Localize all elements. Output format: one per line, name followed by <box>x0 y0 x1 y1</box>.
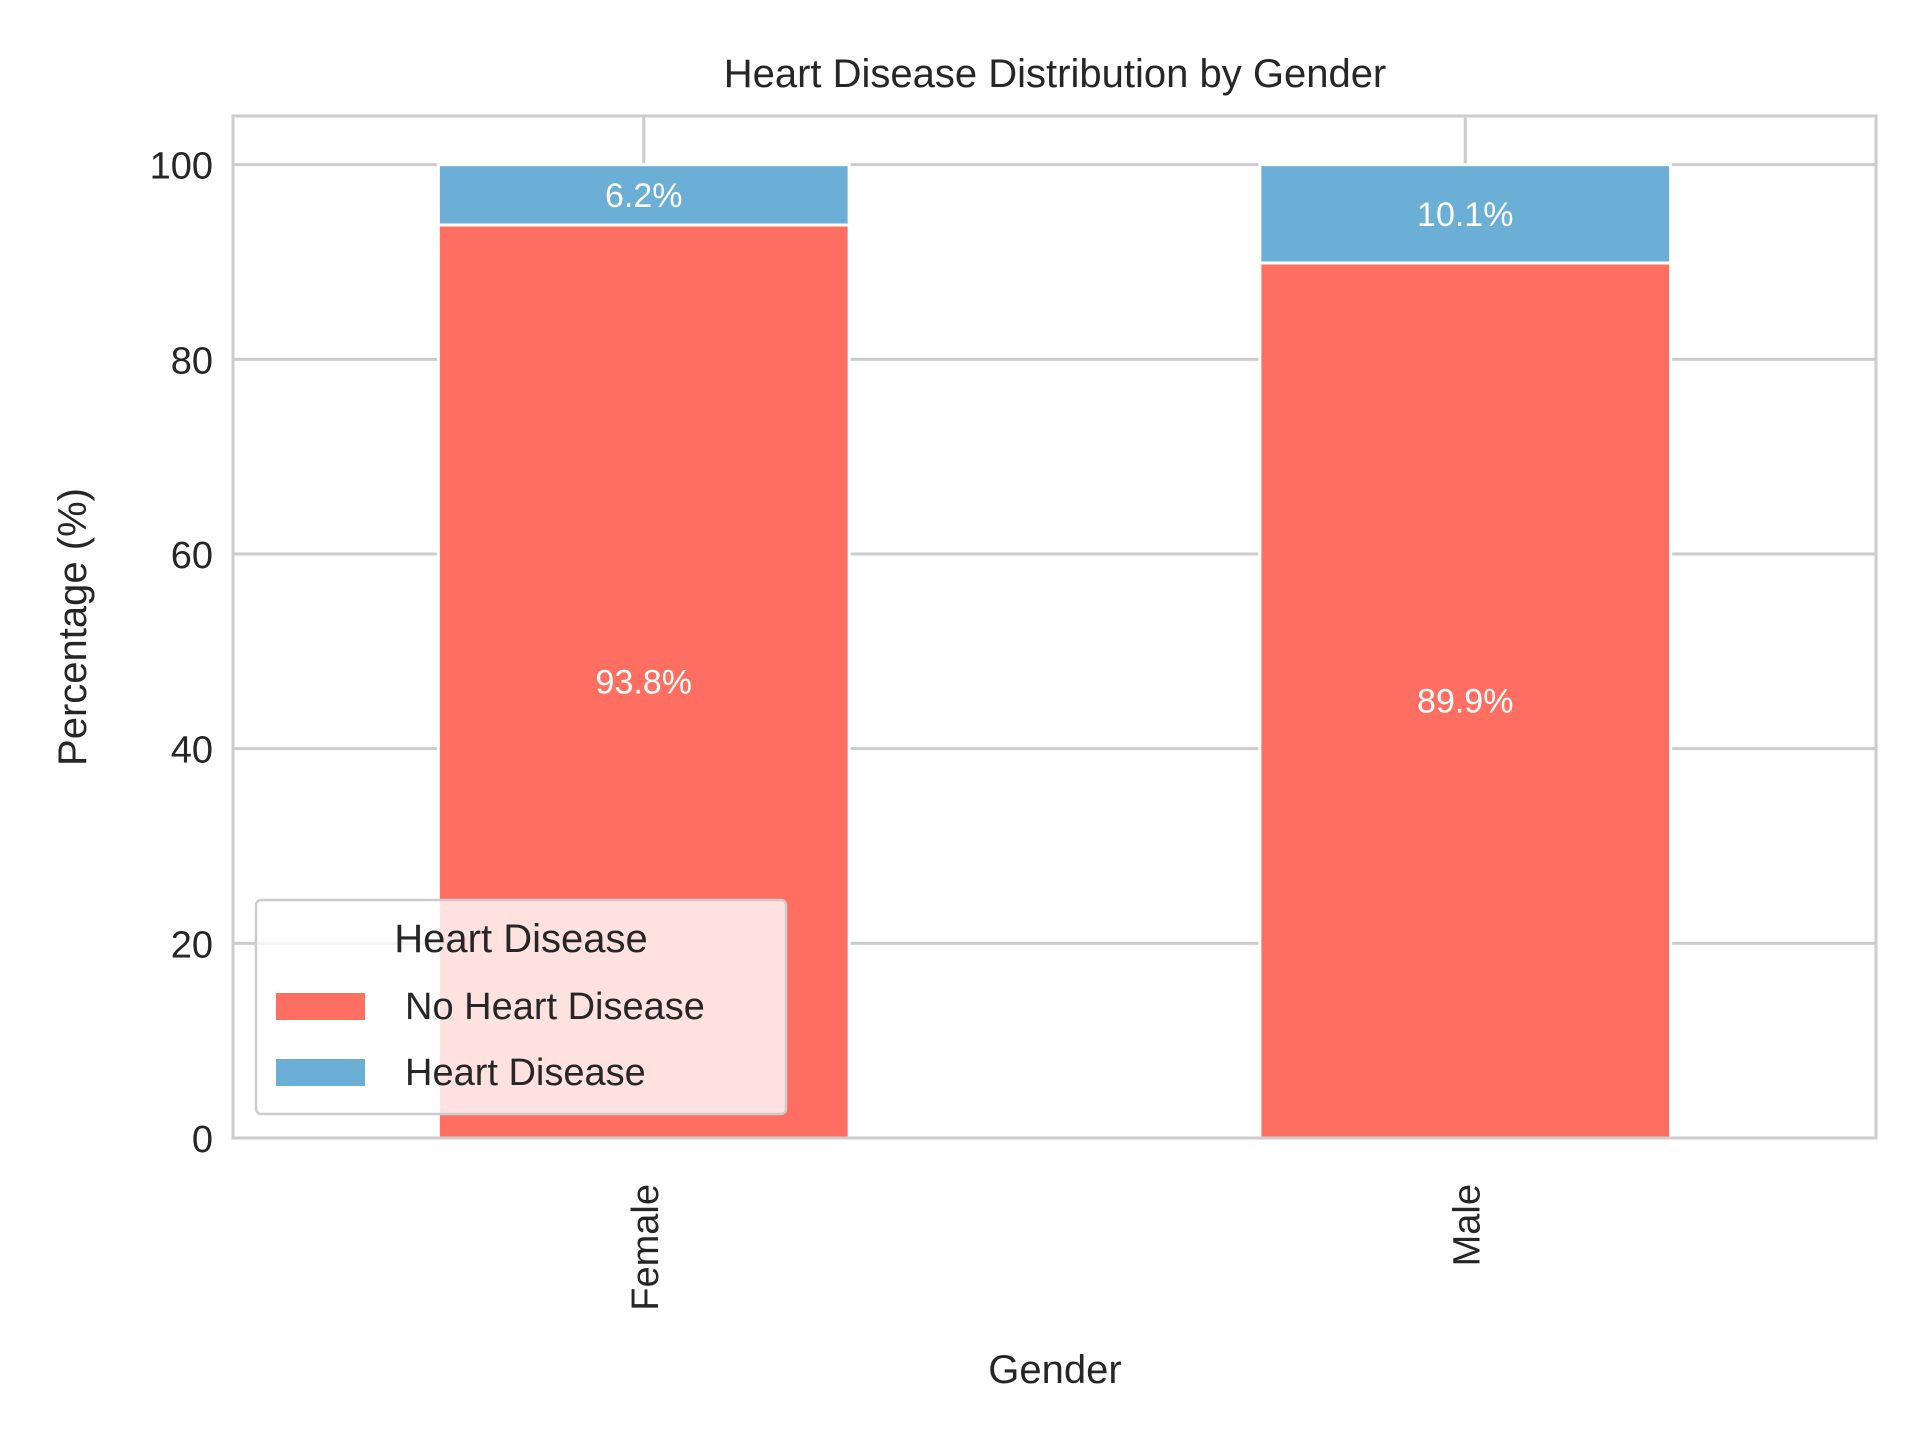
x-axis-label: Gender <box>988 1348 1121 1392</box>
y-tick-labels: 0 20 40 60 80 100 <box>150 146 213 1161</box>
y-tick-label-20: 20 <box>171 924 213 966</box>
y-tick-label-60: 60 <box>171 535 213 577</box>
y-tick-label-80: 80 <box>171 340 213 382</box>
bar-label-female-heart-disease: 6.2% <box>605 177 683 215</box>
plot-frame <box>231 114 1878 1140</box>
legend-swatch-no-heart-disease <box>276 993 365 1020</box>
chart-title: Heart Disease Distribution by Gender <box>724 52 1387 96</box>
legend-swatch-heart-disease <box>276 1059 365 1086</box>
legend-label-no-heart-disease: No Heart Disease <box>405 986 705 1028</box>
bar-label-female-no-heart-disease: 93.8% <box>596 664 692 702</box>
bar-label-male-no-heart-disease: 89.9% <box>1417 682 1513 720</box>
legend-label-heart-disease: Heart Disease <box>405 1052 646 1094</box>
legend-title: Heart Disease <box>394 917 647 961</box>
legend-box <box>254 898 788 1116</box>
bar-male-no-heart-disease <box>1258 261 1673 1140</box>
y-tick-label-0: 0 <box>192 1119 213 1161</box>
legend: Heart Disease No Heart Disease Heart Dise… <box>254 898 788 1116</box>
legend-entries: No Heart Disease Heart Disease <box>276 986 705 1094</box>
x-tick-label-female: Female <box>625 1184 667 1311</box>
bar-label-male-heart-disease: 10.1% <box>1417 196 1513 234</box>
bar-male-heart-disease <box>1258 163 1673 265</box>
y-tick-label-100: 100 <box>150 146 213 188</box>
bar-labels-group: 93.8% 6.2% 89.9% 10.1% <box>596 177 1514 721</box>
y-axis-label: Percentage (%) <box>51 488 95 766</box>
y-tick-label-40: 40 <box>171 730 213 772</box>
x-tick-labels: Female Male <box>625 1184 1489 1311</box>
x-tick-label-male: Male <box>1446 1184 1488 1266</box>
bar-female-heart-disease <box>436 163 851 227</box>
